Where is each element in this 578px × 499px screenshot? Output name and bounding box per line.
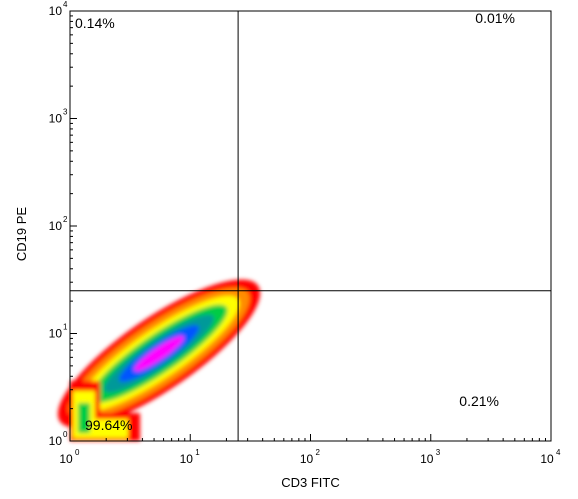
x-tick-label: 10: [300, 452, 314, 466]
x-tick-label: 10: [420, 452, 434, 466]
x-tick-exponent: 0: [75, 448, 80, 457]
x-tick-exponent: 1: [195, 448, 200, 457]
cell-population-density: [57, 279, 261, 441]
y-tick-exponent: 3: [63, 108, 68, 117]
population-band: [134, 335, 184, 372]
y-tick-label: 10: [49, 219, 63, 233]
y-tick-exponent: 2: [63, 215, 68, 224]
quadrant-label-lower-right: 0.21%: [459, 393, 499, 409]
population-edge: [78, 403, 90, 433]
y-tick-exponent: 4: [63, 0, 68, 9]
x-tick-exponent: 2: [316, 448, 321, 457]
y-tick-label: 10: [49, 112, 63, 126]
x-tick-label: 10: [540, 452, 554, 466]
y-tick-exponent: 1: [63, 323, 68, 332]
x-tick-label: 10: [59, 452, 73, 466]
x-axis-ticks: 10 0 10 1 10 2 10 3 10 4: [59, 434, 561, 466]
y-tick-label: 10: [49, 327, 63, 341]
y-tick-label: 10: [49, 4, 63, 18]
quadrant-labels: 0.14% 0.01% 99.64% 0.21%: [75, 10, 515, 433]
x-tick-exponent: 3: [436, 448, 441, 457]
x-axis-title: CD3 FITC: [281, 475, 340, 490]
quadrant-label-upper-right: 0.01%: [475, 10, 515, 26]
y-axis-title: CD19 PE: [14, 207, 29, 262]
quadrant-label-upper-left: 0.14%: [75, 15, 115, 31]
x-tick-label: 10: [180, 452, 194, 466]
y-tick-label: 10: [49, 434, 63, 448]
y-tick-exponent: 0: [63, 430, 68, 439]
x-tick-exponent: 4: [556, 448, 561, 457]
quadrant-label-lower-left: 99.64%: [85, 417, 132, 433]
